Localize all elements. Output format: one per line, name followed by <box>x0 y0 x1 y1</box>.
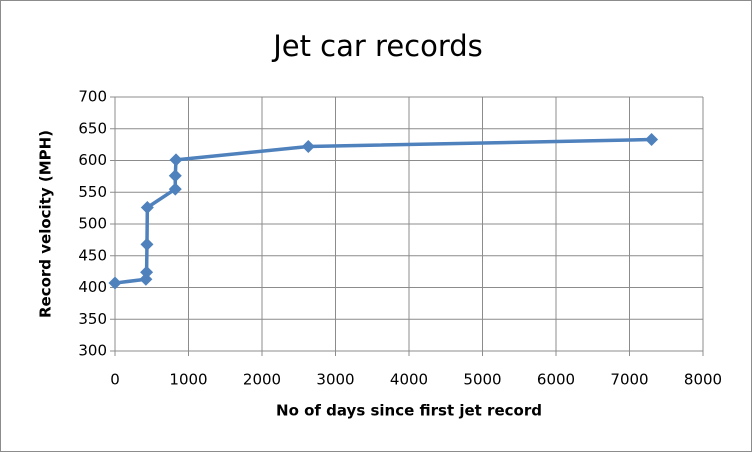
x-tick-label: 4000 <box>390 371 428 389</box>
y-tick-label: 400 <box>78 278 107 296</box>
x-tick-label: 1000 <box>169 371 207 389</box>
x-axis-title: No of days since first jet record <box>276 402 542 420</box>
data-point <box>169 153 183 167</box>
data-point <box>140 237 154 251</box>
y-tick-label: 450 <box>78 246 107 264</box>
x-tick-label: 8000 <box>684 371 722 389</box>
x-tick-label: 3000 <box>316 371 354 389</box>
y-axis-title: Record velocity (MPH) <box>37 130 55 318</box>
data-point <box>301 140 315 154</box>
y-tick-label: 500 <box>78 215 107 233</box>
data-point <box>168 169 182 183</box>
data-point <box>140 265 154 279</box>
chart-title: Jet car records <box>271 29 483 63</box>
y-tick-label: 700 <box>78 88 107 106</box>
x-tick-label: 2000 <box>243 371 281 389</box>
x-tick-label: 6000 <box>537 371 575 389</box>
data-point <box>140 200 154 214</box>
x-tick-label: 7000 <box>610 371 648 389</box>
data-point <box>108 276 122 290</box>
y-tick-label: 650 <box>78 119 107 137</box>
x-tick-label: 5000 <box>463 371 501 389</box>
y-tick-label: 300 <box>78 342 107 360</box>
data-point <box>168 182 182 196</box>
y-tick-label: 600 <box>78 151 107 169</box>
y-tick-label: 350 <box>78 310 107 328</box>
data-point <box>645 133 659 147</box>
y-tick-label: 550 <box>78 183 107 201</box>
x-tick-label: 0 <box>110 371 120 389</box>
